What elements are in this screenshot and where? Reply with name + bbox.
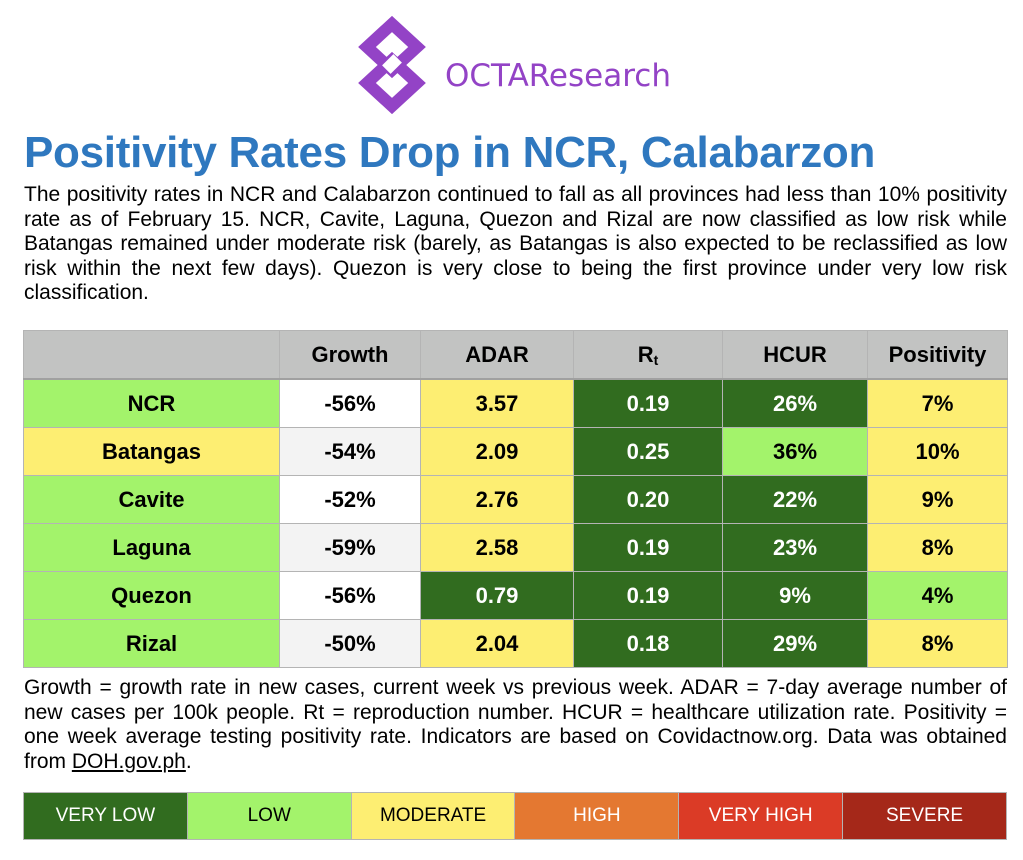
footnote-text: Growth = growth rate in new cases, curre… [24, 676, 1007, 773]
rt-cell: 0.19 [573, 523, 723, 572]
province-cell: Cavite [23, 475, 280, 524]
header-blank [23, 330, 280, 380]
growth-cell: -50% [279, 619, 421, 668]
growth-cell: -56% [279, 571, 421, 620]
header-rt-sub: t [653, 351, 659, 368]
legend-very-low: VERY LOW [24, 793, 188, 839]
header-adar: ADAR [420, 330, 574, 380]
hcur-cell: 36% [722, 427, 868, 476]
risk-indicator-table: Growth ADAR Rt HCUR Positivity NCR -56% 3.… [23, 330, 1008, 668]
positivity-cell: 8% [867, 523, 1008, 572]
positivity-cell: 7% [867, 378, 1008, 428]
growth-cell: -59% [279, 523, 421, 572]
hcur-cell: 29% [722, 619, 868, 668]
table-row: Cavite -52% 2.76 0.20 22% 9% [23, 475, 1008, 524]
hcur-cell: 26% [722, 378, 868, 428]
rt-cell: 0.19 [573, 571, 723, 620]
positivity-cell: 10% [867, 427, 1008, 476]
growth-cell: -54% [279, 427, 421, 476]
province-cell: Quezon [23, 571, 280, 620]
rt-cell: 0.25 [573, 427, 723, 476]
rt-cell: 0.20 [573, 475, 723, 524]
page-title: Positivity Rates Drop in NCR, Calabarzon [24, 128, 876, 177]
legend-moderate: MODERATE [351, 793, 516, 839]
hcur-cell: 9% [722, 571, 868, 620]
adar-cell: 3.57 [420, 378, 574, 428]
header-positivity: Positivity [867, 330, 1008, 380]
header-rt: Rt [573, 330, 723, 380]
doh-link[interactable]: DOH.gov.ph [71, 749, 186, 773]
octa-research-logo: OCTAResearch [355, 14, 695, 114]
footnote: Growth = growth rate in new cases, curre… [24, 676, 1007, 774]
province-cell: Laguna [23, 523, 280, 572]
legend-severe: SEVERE [843, 793, 1006, 839]
header-growth: Growth [279, 330, 421, 380]
growth-cell: -52% [279, 475, 421, 524]
adar-cell: 2.58 [420, 523, 574, 572]
header-hcur: HCUR [722, 330, 868, 380]
octa-diamond-logo-icon [358, 15, 426, 114]
province-cell: Rizal [23, 619, 280, 668]
table-row: NCR -56% 3.57 0.19 26% 7% [23, 378, 1008, 428]
province-cell: NCR [23, 378, 280, 428]
rt-cell: 0.19 [573, 378, 723, 428]
legend-low: LOW [187, 793, 352, 839]
hcur-cell: 23% [722, 523, 868, 572]
risk-legend: VERY LOW LOW MODERATE HIGH VERY HIGH SEVERE [23, 792, 1007, 840]
footnote-end: . [185, 749, 192, 773]
adar-cell: 2.76 [420, 475, 574, 524]
positivity-cell: 8% [867, 619, 1008, 668]
legend-high: HIGH [515, 793, 680, 839]
table-row: Laguna -59% 2.58 0.19 23% 8% [23, 523, 1008, 572]
positivity-cell: 9% [867, 475, 1008, 524]
rt-cell: 0.18 [573, 619, 723, 668]
hcur-cell: 22% [722, 475, 868, 524]
table-row: Rizal -50% 2.04 0.18 29% 8% [23, 619, 1008, 668]
province-cell: Batangas [23, 427, 280, 476]
table-row: Batangas -54% 2.09 0.25 36% 10% [23, 427, 1008, 476]
intro-paragraph: The positivity rates in NCR and Calabarz… [24, 183, 1007, 304]
adar-cell: 2.09 [420, 427, 574, 476]
adar-cell: 0.79 [420, 571, 574, 620]
legend-very-high: VERY HIGH [679, 793, 844, 839]
brand-name: OCTAResearch [445, 58, 671, 94]
table-header-row: Growth ADAR Rt HCUR Positivity [23, 330, 1008, 380]
positivity-cell: 4% [867, 571, 1008, 620]
table-row: Quezon -56% 0.79 0.19 9% 4% [23, 571, 1008, 620]
header-rt-main: R [637, 341, 654, 367]
adar-cell: 2.04 [420, 619, 574, 668]
growth-cell: -56% [279, 378, 421, 428]
